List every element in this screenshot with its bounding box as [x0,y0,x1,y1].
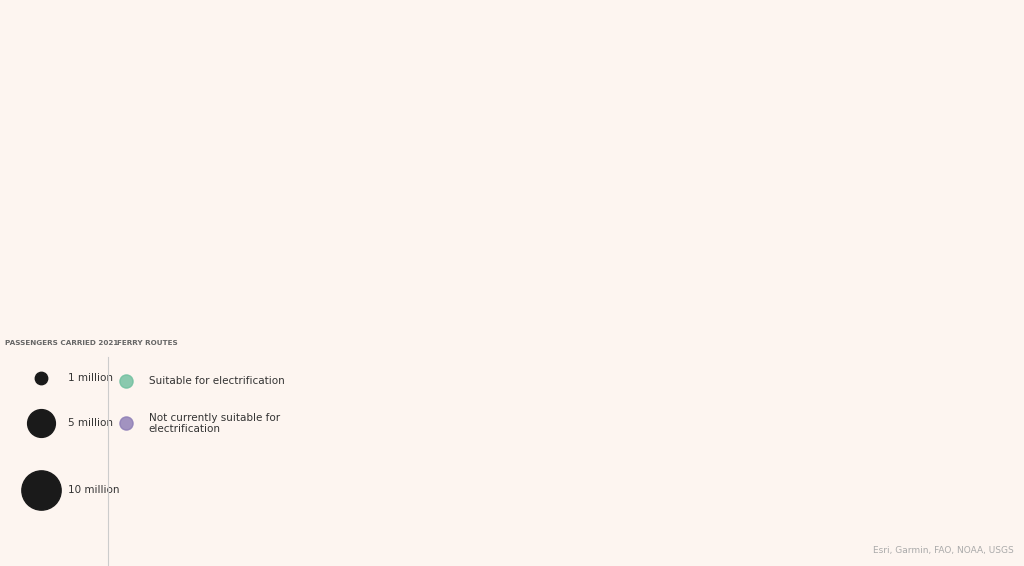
Text: 5 million: 5 million [68,418,113,428]
Text: Suitable for electrification: Suitable for electrification [148,376,285,385]
Point [118,419,134,428]
Point [33,419,49,428]
Point [33,374,49,383]
Point [33,486,49,495]
Text: Not currently suitable for
electrification: Not currently suitable for electrificati… [148,413,280,434]
Text: PASSENGERS CARRIED 2021: PASSENGERS CARRIED 2021 [4,340,118,346]
Text: 10 million: 10 million [68,485,119,495]
Point [118,376,134,385]
Text: 1 million: 1 million [68,373,113,383]
Text: Esri, Garmin, FAO, NOAA, USGS: Esri, Garmin, FAO, NOAA, USGS [873,546,1014,555]
Text: FERRY ROUTES: FERRY ROUTES [117,340,178,346]
